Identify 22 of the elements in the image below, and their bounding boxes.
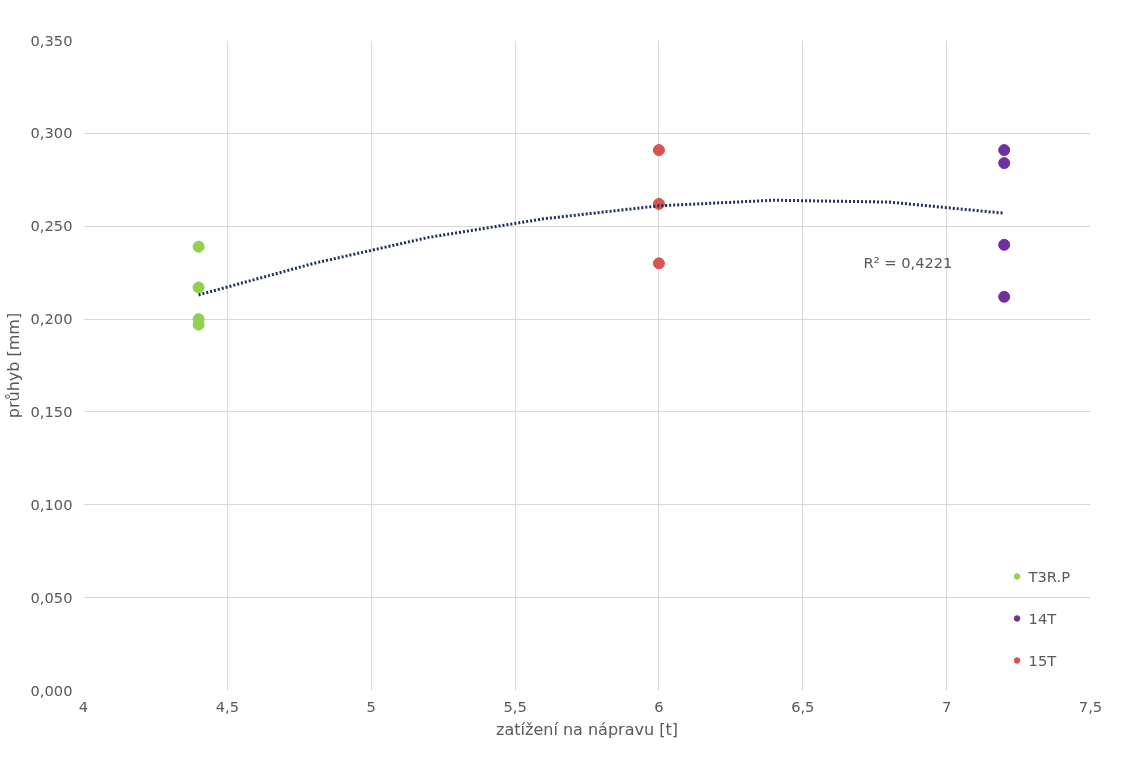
y-tick-label: 0,150 xyxy=(30,402,73,420)
y-tick-label: 0,250 xyxy=(30,217,73,235)
y-tick-label: 0,350 xyxy=(30,31,73,49)
x-tick-label: 4,5 xyxy=(215,697,240,715)
y-tick-label: 0,000 xyxy=(30,681,73,699)
x-axis-title: zatížení na nápravu [t] xyxy=(496,719,678,739)
y-tick-label: 0,300 xyxy=(30,124,73,142)
x-tick-label: 7,5 xyxy=(1078,697,1103,715)
y-axis-title: průhyb [mm] xyxy=(3,312,23,419)
y-tick-label: 0,100 xyxy=(30,495,73,513)
x-tick-label: 5 xyxy=(366,697,376,715)
legend-label: 15T xyxy=(1028,651,1057,669)
x-tick-label: 4 xyxy=(78,697,89,715)
y-tick-label: 0,200 xyxy=(30,310,73,328)
y-tick-label: 0,050 xyxy=(30,588,73,606)
x-tick-label: 5,5 xyxy=(503,697,527,715)
x-tick-label: 6,5 xyxy=(791,697,815,715)
legend-label: 14T xyxy=(1028,609,1057,627)
x-tick-label: 7 xyxy=(941,697,952,715)
x-tick-label: 6 xyxy=(654,697,664,715)
legend-label: T3R.P xyxy=(1028,567,1070,585)
annotation: R² = 0,4221 xyxy=(863,253,953,271)
